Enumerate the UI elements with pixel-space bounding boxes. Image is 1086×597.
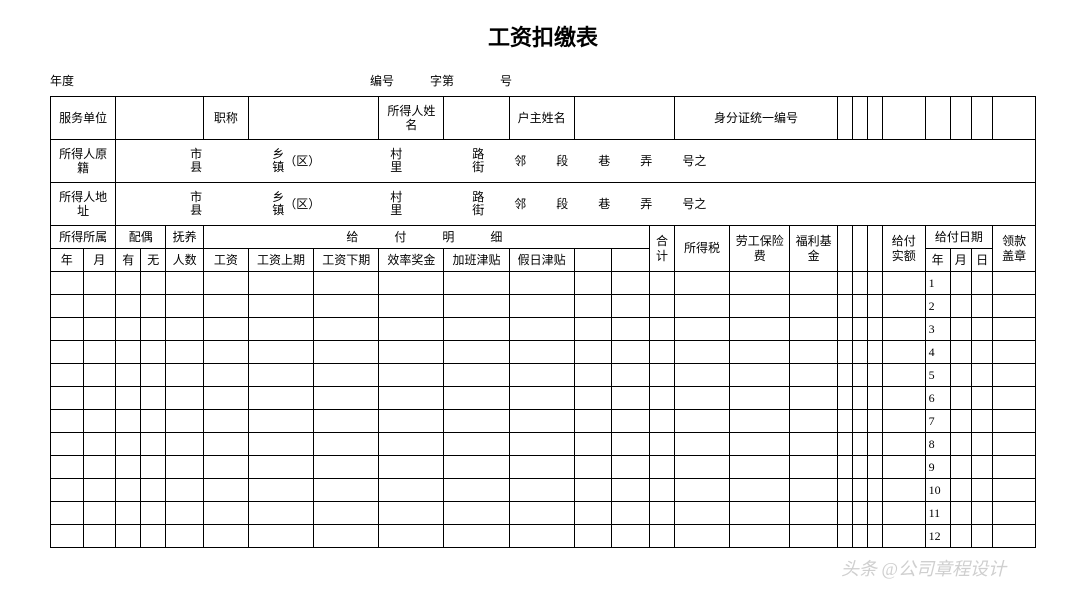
stamp-header: 领款盖章 [993,226,1036,272]
year-label: 年度 [50,72,120,94]
salary-prev-header: 工资上期 [248,249,313,272]
service-unit[interactable] [116,97,204,140]
has-header: 有 [116,249,141,272]
month-number: 10 [925,479,950,502]
month-number: 2 [925,295,950,318]
data-row: 9 [51,456,1036,479]
earner-name[interactable] [444,97,509,140]
data-row: 8 [51,433,1036,456]
origin-label: 所得人原籍 [51,140,116,183]
data-row: 1 [51,272,1036,295]
data-row: 12 [51,525,1036,548]
data-row: 7 [51,410,1036,433]
pay-date-header: 给付日期 [925,226,993,249]
month-number: 7 [925,410,950,433]
month-number: 1 [925,272,950,295]
month-number: 11 [925,502,950,525]
month-number: 3 [925,318,950,341]
data-row: 4 [51,341,1036,364]
ot-allow-header: 加班津贴 [444,249,509,272]
data-row: 3 [51,318,1036,341]
data-row: 6 [51,387,1036,410]
data-row: 11 [51,502,1036,525]
address-label: 所得人地址 [51,183,116,226]
date-month-header: 月 [950,249,971,272]
data-row: 10 [51,479,1036,502]
hao-label: 号 [500,72,560,94]
pay-detail-header: 给 付 明 细 [203,226,649,249]
date-day-header: 日 [971,249,992,272]
origin-address[interactable]: 市县 乡镇 （区） 村里 路街 邻 段 巷 弄 号之 [116,140,1036,183]
month-number: 8 [925,433,950,456]
job-title[interactable] [248,97,378,140]
month-number: 4 [925,341,950,364]
eff-bonus-header: 效率奖金 [379,249,444,272]
actual-pay-header: 给付实额 [883,226,926,272]
earner-name-label: 所得人姓名 [379,97,444,140]
tax-header: 所得税 [675,226,730,272]
zi-label: 字第 [430,72,500,94]
page-title: 工资扣缴表 [50,20,1036,52]
month-number: 9 [925,456,950,479]
year-header: 年 [51,249,84,272]
data-row: 2 [51,295,1036,318]
current-address[interactable]: 市县 乡镇 （区） 村里 路街 邻 段 巷 弄 号之 [116,183,1036,226]
header-line: 年度 编号 字第 号 [50,72,1036,94]
householder-label: 户主姓名 [509,97,574,140]
holiday-allow-header: 假日津贴 [509,249,574,272]
month-number: 5 [925,364,950,387]
id-label: 身分证统一编号 [675,97,838,140]
salary-header: 工资 [203,249,248,272]
serial-label: 编号 [370,72,430,94]
count-header: 人数 [166,249,204,272]
watermark: 头条 @公司章程设计 [841,555,1006,581]
data-row: 5 [51,364,1036,387]
salary-next-header: 工资下期 [314,249,379,272]
householder[interactable] [574,97,674,140]
job-title-label: 职称 [203,97,248,140]
labor-ins-header: 劳工保险费 [730,226,790,272]
deduction-table: 服务单位 职称 所得人姓名 户主姓名 身分证统一编号 所得人原籍 市县 乡镇 （… [50,96,1036,548]
month-header: 月 [83,249,116,272]
welfare-header: 福利基金 [790,226,838,272]
total-header: 合计 [649,226,674,272]
month-number: 6 [925,387,950,410]
spouse-header: 配偶 [116,226,166,249]
month-number: 12 [925,525,950,548]
income-belong-header: 所得所属 [51,226,116,249]
none-header: 无 [141,249,166,272]
service-unit-label: 服务单位 [51,97,116,140]
date-year-header: 年 [925,249,950,272]
dependents-header: 抚养 [166,226,204,249]
